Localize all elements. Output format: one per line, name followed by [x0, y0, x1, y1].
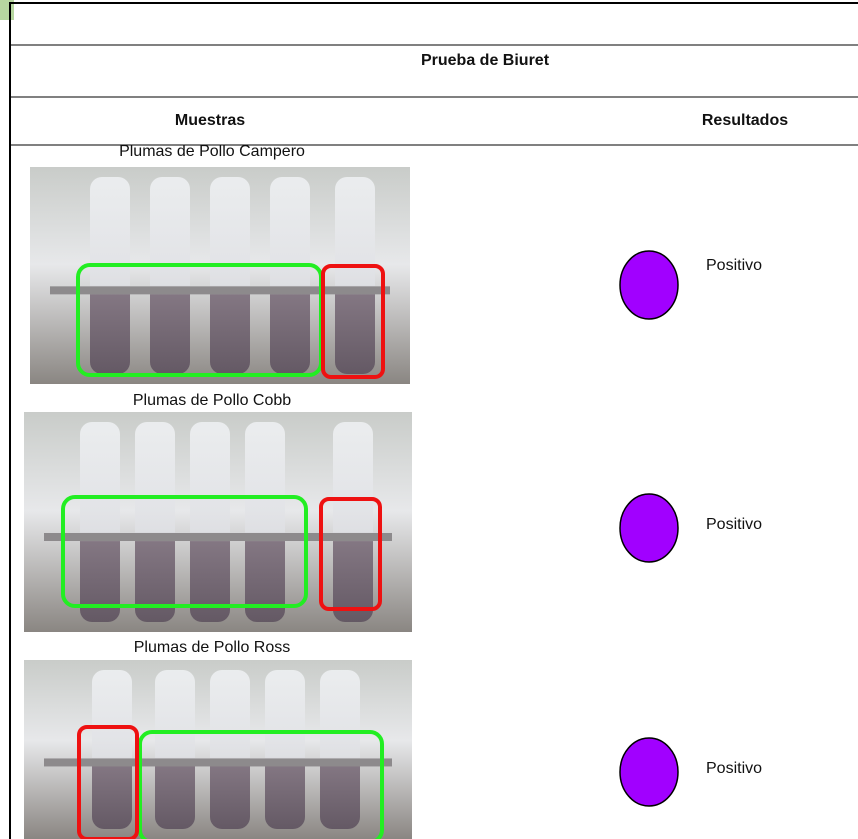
result-dot	[619, 250, 679, 320]
sample-name: Plumas de Pollo Cobb	[133, 392, 291, 409]
test-tube	[155, 670, 195, 829]
sample-name: Plumas de Pollo Ross	[134, 639, 291, 656]
test-tube	[270, 177, 310, 374]
test-tube	[92, 670, 132, 829]
test-tube	[210, 177, 250, 374]
test-tube	[320, 670, 360, 829]
test-tube	[265, 670, 305, 829]
result-text: Positivo	[706, 257, 762, 274]
table-title: Prueba de Biuret	[421, 52, 550, 69]
column-header: Muestras	[175, 112, 245, 129]
test-tube	[190, 422, 230, 622]
highlight-box	[61, 495, 308, 608]
tube-rack	[50, 286, 390, 295]
test-tube	[335, 177, 375, 374]
highlight-box	[319, 497, 382, 611]
test-tube	[80, 422, 120, 622]
test-tube	[150, 177, 190, 374]
rows: Plumas de Pollo Campero Positivo Plumas de…	[24, 143, 762, 839]
result-text: Positivo	[706, 516, 762, 533]
test-tube	[333, 422, 373, 622]
column-header: Resultados	[702, 112, 788, 129]
test-tube	[245, 422, 285, 622]
table-border	[9, 2, 858, 839]
test-tube	[210, 670, 250, 829]
test-tube	[90, 177, 130, 374]
highlight-box	[77, 725, 139, 839]
tube-rack	[44, 533, 392, 541]
result-text: Positivo	[706, 760, 762, 777]
test-tube	[135, 422, 175, 622]
result-dot	[619, 737, 679, 807]
highlight-box	[138, 730, 384, 839]
highlight-box	[321, 264, 385, 379]
sample-name: Plumas de Pollo Campero	[119, 143, 305, 160]
result-dot	[619, 493, 679, 563]
tube-rack	[44, 758, 392, 767]
